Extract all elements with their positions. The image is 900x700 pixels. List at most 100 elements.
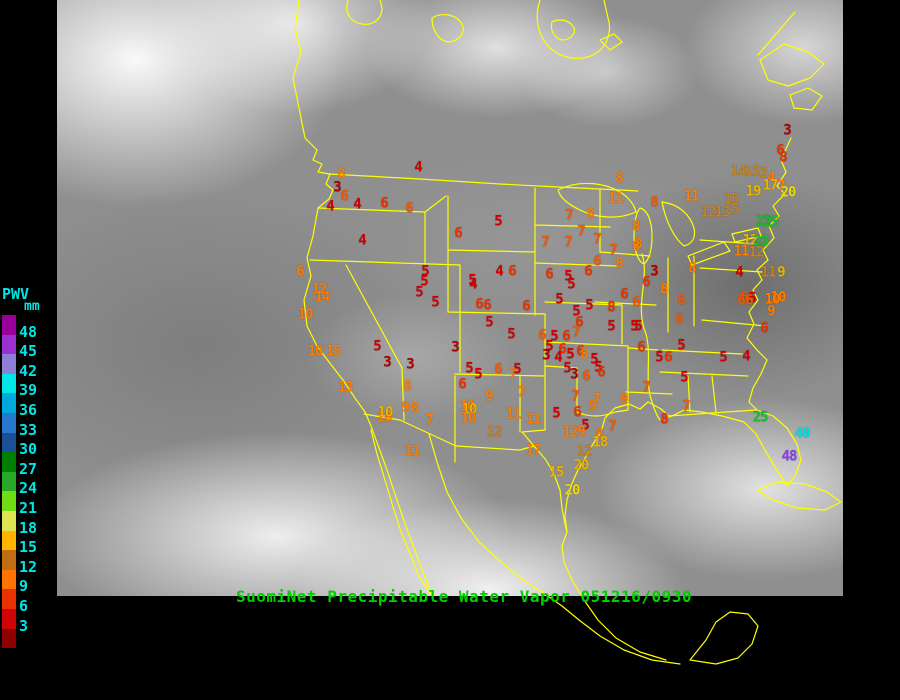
station-pwv-value: 6 [454, 225, 463, 242]
legend-value-label: 42 [19, 361, 38, 380]
legend-value-label: 36 [19, 400, 38, 419]
station-pwv-value: 5 [594, 359, 603, 376]
station-pwv-value: 11 [607, 190, 624, 207]
station-pwv-value: 22 [755, 213, 772, 230]
station-pwv-value: 10 [376, 409, 393, 426]
legend-entry [2, 628, 58, 649]
legend-entry: 48 [2, 315, 58, 339]
legend-swatch [2, 452, 16, 472]
station-pwv-value: 8 [607, 299, 616, 316]
station-pwv-value: 12 [576, 443, 593, 460]
legend-entry: 33 [2, 412, 58, 437]
station-pwv-value: 8 [615, 170, 624, 187]
station-pwv-value: 6 [584, 263, 593, 280]
station-pwv-value: 5 [555, 291, 564, 308]
station-pwv-value: 6 [538, 327, 547, 344]
station-pwv-value: 5 [421, 263, 430, 280]
station-pwv-value: 6 [642, 274, 651, 291]
station-pwv-value: 3 [406, 356, 415, 373]
legend-swatch [2, 334, 16, 355]
station-pwv-value: 8 [650, 194, 659, 211]
legend-unit: mm [24, 299, 40, 314]
station-pwv-value: 6 [483, 297, 492, 314]
station-pwv-value: 18 [592, 434, 609, 451]
legend-value-label: 33 [19, 420, 38, 439]
legend-swatch [2, 589, 16, 609]
station-pwv-value: 48 [781, 448, 798, 465]
station-pwv-value: 3 [542, 347, 551, 364]
station-pwv-value: 11 [683, 188, 700, 205]
station-pwv-value: 6 [582, 368, 591, 385]
station-pwv-value: 3 [570, 366, 579, 383]
legend-swatch [2, 608, 16, 629]
station-pwv-value: 5 [468, 272, 477, 289]
station-pwv-value: 6 [576, 343, 585, 360]
station-pwv-value: 6 [562, 328, 571, 345]
station-pwv-value: 5 [719, 349, 728, 366]
station-pwv-value: 4 [554, 349, 563, 366]
station-pwv-value: 5 [465, 360, 474, 377]
station-pwv-value: 7 [609, 242, 618, 259]
station-pwv-value: 25 [763, 214, 780, 231]
legend-swatch [2, 432, 16, 453]
station-pwv-value: 17 [762, 177, 779, 194]
station-pwv-value: 6 [558, 341, 567, 358]
station-pwv-value: 7 [777, 178, 786, 195]
legend-entry: 21 [2, 491, 58, 515]
legend-value-label: 21 [19, 498, 38, 517]
station-pwv-value: 5 [655, 349, 664, 366]
station-pwv-value: 4 [358, 232, 367, 249]
legend-entry: 6 [2, 589, 58, 613]
station-pwv-value: 5 [420, 273, 429, 290]
station-pwv-value: 4 [495, 263, 504, 280]
legend-value-label: 18 [19, 518, 38, 537]
station-pwv-value: 7 [564, 234, 573, 251]
station-pwv-value: 4 [326, 198, 335, 215]
station-pwv-value: 6 [380, 195, 389, 212]
station-pwv-value: 10 [307, 343, 324, 360]
station-pwv-value: 3 [451, 339, 460, 356]
station-pwv-value: 6 [405, 200, 414, 217]
caption: SuomiNet Precipitable Water Vapor 051216… [236, 587, 692, 606]
station-pwv-value: 6 [494, 361, 503, 378]
station-pwv-value: 5 [415, 284, 424, 301]
station-pwv-value: 6 [475, 296, 484, 313]
station-pwv-value: 6 [675, 311, 684, 328]
legend-entry: 39 [2, 373, 58, 398]
legend-swatch [2, 491, 16, 511]
station-pwv-value: 7 [572, 324, 581, 341]
station-pwv-value: 8 [580, 346, 589, 363]
station-pwv-value: 8 [595, 426, 604, 443]
legend-swatch [2, 569, 16, 590]
station-pwv-value: 10 [770, 289, 787, 306]
station-pwv-value: 5 [634, 318, 643, 335]
station-pwv-value: 12 [311, 281, 328, 298]
station-pwv-value: 7 [509, 365, 518, 382]
legend-title: PWV [2, 285, 30, 303]
station-pwv-value: 5 [680, 369, 689, 386]
station-pwv-value: 3 [333, 179, 342, 196]
legend-swatch [2, 530, 16, 551]
station-pwv-value: 15 [548, 464, 565, 481]
station-pwv-value: 14 [314, 289, 331, 306]
station-pwv-value: 6 [677, 292, 686, 309]
station-pwv-value: 5 [474, 366, 483, 383]
station-pwv-value: 11 [733, 243, 750, 260]
legend-entry: 27 [2, 452, 58, 476]
station-pwv-value: 5 [607, 318, 616, 335]
legend-value-label: 48 [19, 322, 38, 341]
station-pwv-value: 15 [325, 343, 342, 360]
station-pwv-value: 6 [632, 294, 641, 311]
station-pwv-value: 4 [414, 159, 423, 176]
legend-value-label: 12 [19, 557, 38, 576]
station-pwv-value: 5 [485, 314, 494, 331]
legend-value-label: 30 [19, 440, 38, 459]
legend-value-label: 45 [19, 342, 38, 361]
station-pwv-value: 7 [541, 234, 550, 251]
station-pwv-value: 9 [767, 303, 776, 320]
legend-value-label: 6 [19, 596, 29, 615]
legend-scale: 48 45 42 39 36 33 30 27 24 21 18 15 12 9 6 3 [2, 315, 58, 649]
station-pwv-value: 5 [572, 303, 581, 320]
station-pwv-value: 5 [545, 338, 554, 355]
